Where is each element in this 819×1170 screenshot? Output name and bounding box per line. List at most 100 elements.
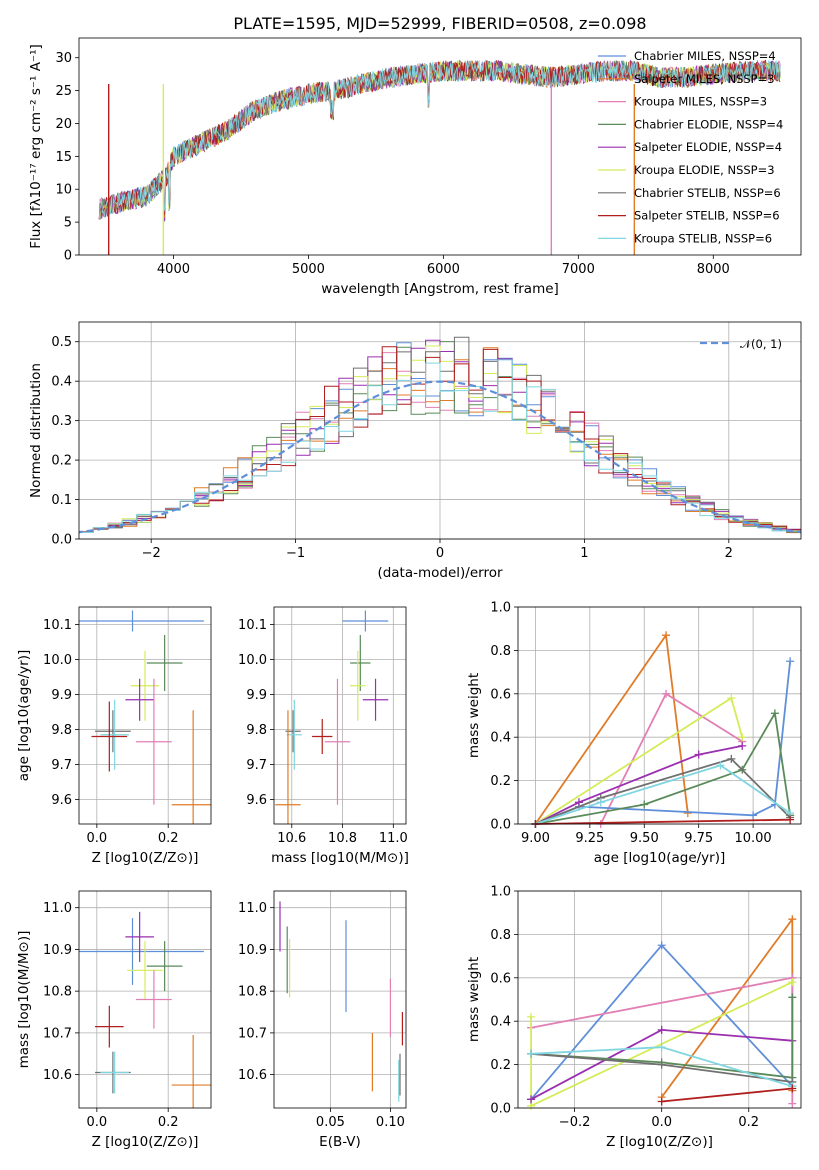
errorbar-point-green — [350, 635, 371, 691]
x-tick-label: 0 — [436, 546, 444, 561]
weight-marker — [527, 1049, 536, 1058]
weight-marker — [657, 1060, 666, 1069]
axes-frame — [78, 321, 802, 540]
y-tick-label: 0.0 — [490, 1102, 511, 1117]
errorbar-point-yellow — [127, 941, 163, 1000]
axes-frame — [78, 37, 802, 256]
y-tick-label: 9.7 — [51, 758, 72, 773]
weight-lines — [527, 915, 797, 1110]
weight-marker — [527, 1095, 536, 1104]
x-tick-label: 0.05 — [316, 1115, 345, 1130]
errorbar-point-blue — [342, 610, 389, 632]
panel-2: −2 −1 0 1 2 0.0 0.1 0.2 0.3 0.4 0.5 (data-model)/er… — [28, 321, 802, 581]
x-tick-label: −0.2 — [559, 1115, 591, 1130]
errorbar-point-cyan — [100, 1051, 129, 1094]
weight-series-red — [661, 1087, 793, 1103]
axes-frame — [273, 606, 407, 825]
weight-marker — [786, 815, 795, 824]
errorbar-point-red — [95, 1005, 124, 1048]
axes-frame — [78, 606, 212, 825]
weight-marker — [662, 631, 671, 640]
y-tick-label: 10.8 — [238, 985, 267, 1000]
errorbar-point-orange — [171, 710, 211, 824]
weight-marker — [657, 1025, 666, 1034]
y-tick-label: 9.9 — [246, 688, 267, 703]
y-tick-label: 0.8 — [490, 644, 511, 659]
legend-entry: Chabrier MILES, NSSP=4 — [634, 49, 776, 63]
weight-series-red — [535, 818, 791, 825]
x-tick-label: −2 — [142, 546, 161, 561]
y-tick-label: 0.2 — [490, 774, 511, 789]
errorbars — [79, 610, 211, 824]
panel-5: 9.00 9.25 9.50 9.75 10.00 0.0 0.2 0.4 0.6 0.8 1.0 a… — [466, 601, 802, 866]
x-tick-label: 1 — [580, 546, 588, 561]
y-axis-label: mass weight — [466, 673, 482, 758]
weight-marker — [788, 1084, 797, 1093]
legend-entry: Chabrier ELODIE, NSSP=4 — [634, 117, 783, 131]
x-tick-label: 9.50 — [630, 831, 659, 846]
axes-frame — [78, 890, 212, 1109]
errorbar-point-red — [312, 719, 333, 754]
panel-6: 0.0 0.2 10.6 10.7 10.8 10.9 11.0 Z [log10(Z/Z⊙)… — [16, 890, 212, 1150]
weight-marker — [788, 993, 797, 1002]
x-tick-label: 6000 — [427, 262, 460, 277]
weight-marker — [657, 1043, 666, 1052]
errorbar-point-yellow — [130, 650, 160, 721]
y-tick-label: 0.4 — [490, 1015, 511, 1030]
weight-marker — [662, 689, 671, 698]
y-tick-label: 10.0 — [238, 653, 267, 668]
x-axis-label: wavelength [Angstrom, rest frame] — [321, 281, 559, 297]
x-tick-label: 10.6 — [277, 831, 306, 846]
y-tick-label: 0.8 — [490, 928, 511, 943]
x-axis-label: Z [log10(Z/Z⊙)] — [606, 1134, 713, 1150]
y-tick-label: 0.3 — [51, 414, 72, 429]
errorbar-point-red — [91, 701, 128, 772]
y-tick-label: 10.7 — [238, 1026, 267, 1041]
legend-entry: Salpeter ELODIE, NSSP=4 — [634, 140, 782, 154]
spectrum-series-cyan — [98, 59, 781, 220]
errorbars — [79, 911, 211, 1108]
weight-series-gray — [535, 757, 791, 825]
panel-7: 0.05 0.10 10.6 10.7 10.8 10.9 11.0 E(B-V) — [238, 890, 407, 1150]
legend-entry: Chabrier STELIB, NSSP=6 — [634, 186, 781, 200]
x-tick-label: 5000 — [292, 262, 325, 277]
errorbar-point-pink — [136, 970, 172, 1029]
errorbar-point-green — [146, 941, 183, 992]
errorbar-point-green — [146, 635, 183, 691]
y-tick-label: 1.0 — [490, 601, 511, 616]
x-tick-label: 10.00 — [734, 831, 771, 846]
errorbar-point-orange — [275, 710, 301, 824]
weight-marker — [788, 915, 797, 924]
weight-marker — [640, 800, 649, 809]
x-tick-label: 0.0 — [86, 831, 107, 846]
x-tick-label: 4000 — [157, 262, 190, 277]
y-tick-label: 10 — [55, 183, 72, 198]
weight-marker — [788, 1099, 797, 1108]
weight-marker — [786, 657, 795, 666]
weight-marker — [788, 978, 797, 987]
x-axis-label: Z [log10(Z/Z⊙)] — [92, 850, 199, 866]
errorbars — [275, 610, 389, 824]
y-axis-label: mass [log10(M/M⊙)] — [16, 931, 32, 1069]
weight-marker — [657, 941, 666, 950]
errorbar-point-cyan — [286, 699, 302, 770]
weight-marker — [770, 709, 779, 718]
y-tick-label: 0.6 — [490, 687, 511, 702]
y-tick-label: 15 — [55, 150, 72, 165]
weight-marker — [596, 798, 605, 807]
weight-marker — [683, 809, 692, 818]
y-tick-label: 10.8 — [43, 985, 72, 1000]
y-tick-label: 9.8 — [51, 723, 72, 738]
y-tick-label: 25 — [55, 84, 72, 99]
y-tick-label: 0.5 — [51, 335, 72, 350]
errorbars — [279, 901, 403, 1102]
legend: Chabrier MILES, NSSP=4 Salpeter MILES, NS… — [598, 49, 783, 245]
y-tick-label: 9.7 — [246, 758, 267, 773]
legend-entry: Kroupa ELODIE, NSSP=3 — [634, 163, 775, 177]
y-tick-label: 10.6 — [43, 1068, 72, 1083]
weight-marker — [657, 1097, 666, 1106]
x-axis-label: (data-model)/error — [377, 565, 503, 581]
normal-curve — [79, 380, 801, 534]
y-axis-label: mass weight — [466, 957, 482, 1042]
y-tick-label: 9.6 — [246, 793, 267, 808]
